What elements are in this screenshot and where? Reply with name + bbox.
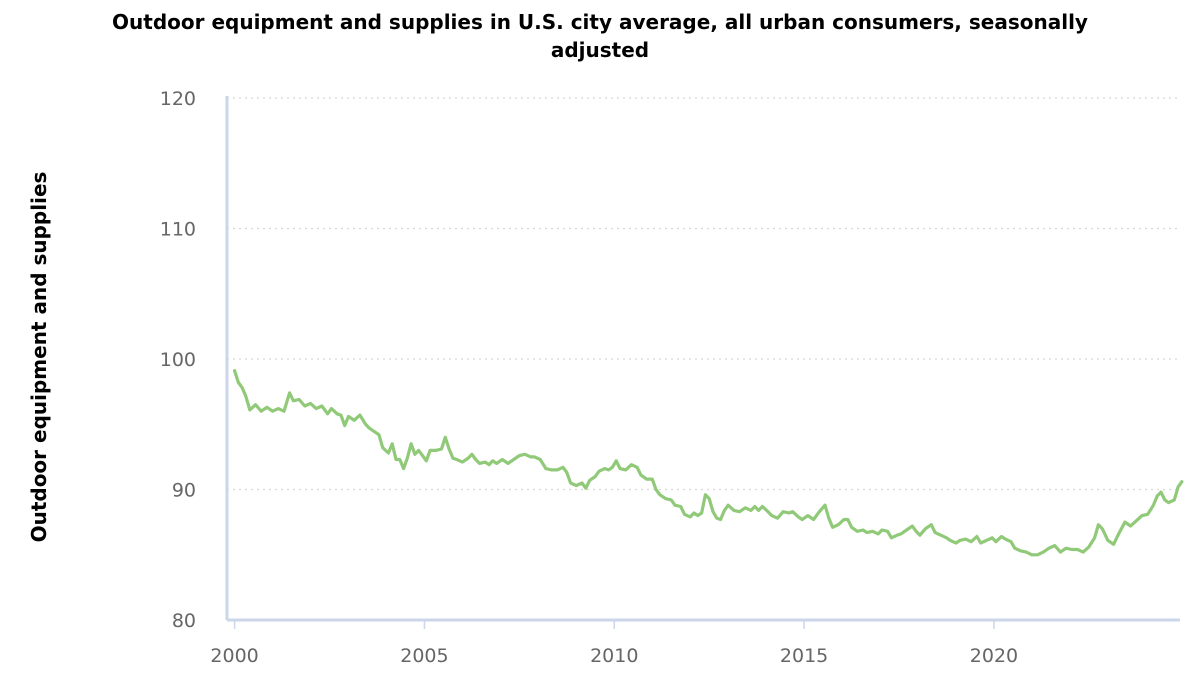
y-tick-label-90: 90 bbox=[172, 480, 196, 502]
x-tick-label-2020: 2020 bbox=[970, 645, 1018, 667]
chart-title: Outdoor equipment and supplies in U.S. c… bbox=[112, 10, 1088, 62]
y-tick-label-110: 110 bbox=[160, 219, 196, 241]
y-axis-label: Outdoor equipment and supplies bbox=[27, 172, 51, 543]
y-tick-label-80: 80 bbox=[172, 610, 196, 632]
y-tick-label-100: 100 bbox=[160, 349, 196, 371]
x-tick-label-2015: 2015 bbox=[780, 645, 828, 667]
x-tick-label-2010: 2010 bbox=[590, 645, 638, 667]
x-ticks: 2000 2005 2010 2015 2020 bbox=[210, 620, 1018, 667]
x-tick-label-2000: 2000 bbox=[210, 645, 258, 667]
y-ticks: 80 90 100 110 120 bbox=[160, 88, 196, 632]
series-line bbox=[233, 369, 1184, 557]
y-tick-label-120: 120 bbox=[160, 88, 196, 110]
x-tick-label-2005: 2005 bbox=[400, 645, 448, 667]
gridlines bbox=[227, 97, 1180, 491]
